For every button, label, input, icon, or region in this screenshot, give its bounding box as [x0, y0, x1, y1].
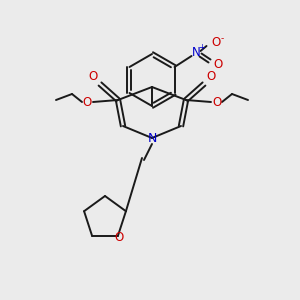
Text: +: + — [199, 44, 206, 52]
Text: O: O — [212, 95, 222, 109]
Text: N: N — [147, 131, 157, 145]
Text: -: - — [220, 34, 224, 43]
Text: O: O — [213, 58, 222, 70]
Text: O: O — [211, 37, 220, 50]
Text: O: O — [206, 70, 216, 83]
Text: N: N — [192, 46, 201, 59]
Text: O: O — [114, 231, 124, 244]
Text: O: O — [82, 95, 91, 109]
Text: O: O — [88, 70, 98, 83]
